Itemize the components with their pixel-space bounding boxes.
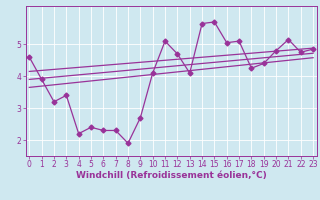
X-axis label: Windchill (Refroidissement éolien,°C): Windchill (Refroidissement éolien,°C): [76, 171, 267, 180]
